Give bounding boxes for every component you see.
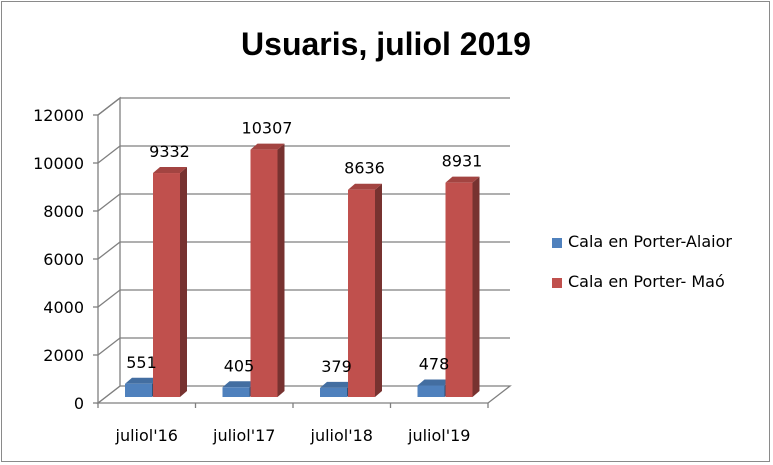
- gridline-diagonal: [97, 337, 121, 356]
- y-tick-label: 4000: [43, 298, 84, 317]
- bar: [153, 173, 180, 397]
- bar-side: [375, 183, 382, 397]
- gridline-diagonal: [97, 193, 121, 212]
- y-tick-label: 12000: [33, 106, 84, 125]
- legend-swatch: [552, 278, 562, 288]
- legend-label: Cala en Porter- Maó: [568, 272, 725, 291]
- gridline-diagonal: [97, 97, 121, 116]
- data-label: 379: [321, 357, 352, 376]
- bar: [125, 383, 152, 397]
- bar-top: [320, 381, 354, 388]
- x-category-label: juliol'17: [212, 426, 275, 445]
- data-labels: 551 9332 405 10307 379 8636 478 8931: [126, 119, 482, 376]
- y-tick-label: 0: [74, 394, 84, 413]
- bar-side: [472, 176, 480, 397]
- y-tick-label: 6000: [43, 250, 84, 269]
- bar-top: [153, 167, 187, 174]
- legend-swatch: [552, 238, 562, 248]
- data-label: 10307: [242, 119, 293, 138]
- y-tick-label: 8000: [43, 202, 84, 221]
- y-tick-label: 2000: [43, 346, 84, 365]
- bar: [445, 182, 473, 397]
- legend: Cala en Porter-Alaior Cala en Porter- Maó: [552, 232, 732, 291]
- y-tick-label: 10000: [33, 154, 84, 173]
- x-category-label: juliol'19: [407, 426, 470, 445]
- data-label: 405: [224, 356, 255, 375]
- gridline-diagonal: [97, 289, 121, 308]
- data-label: 9332: [149, 142, 190, 161]
- bar-top: [125, 377, 159, 384]
- bar-top: [250, 143, 285, 150]
- x-category-label: juliol'18: [310, 426, 373, 445]
- data-label: 551: [126, 353, 157, 372]
- gridline-diagonal: [97, 241, 121, 260]
- bar: [250, 149, 278, 397]
- bar-top: [417, 379, 452, 386]
- x-axis: juliol'16 juliol'17 juliol'18 juliol'19: [97, 403, 489, 445]
- bars: [125, 143, 480, 397]
- bar-top: [222, 381, 257, 388]
- chart-title: Usuaris, juliol 2019: [241, 26, 531, 62]
- bar: [348, 189, 375, 397]
- y-axis: 0 2000 4000 6000 8000 10000 12000: [33, 106, 98, 413]
- legend-label: Cala en Porter-Alaior: [568, 232, 732, 251]
- bar-top: [348, 183, 382, 190]
- bar: [320, 387, 347, 397]
- data-label: 478: [419, 355, 450, 374]
- bar: [417, 385, 445, 397]
- data-label: 8931: [442, 152, 483, 171]
- bar: [222, 387, 250, 397]
- bar-side: [277, 143, 285, 397]
- bar-top: [445, 176, 480, 183]
- data-label: 8636: [344, 159, 385, 178]
- bar-side: [180, 167, 187, 397]
- x-category-label: juliol'16: [115, 426, 178, 445]
- gridline-diagonal: [97, 145, 121, 164]
